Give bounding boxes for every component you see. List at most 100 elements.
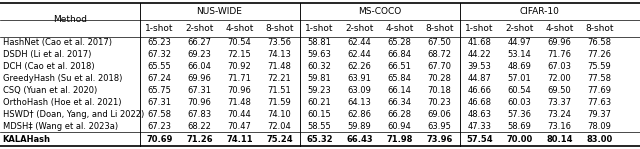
Text: 57.01: 57.01 [508,74,531,83]
Text: 62.26: 62.26 [348,62,371,71]
Text: 62.86: 62.86 [348,110,371,119]
Text: 60.94: 60.94 [388,122,412,131]
Text: 75.24: 75.24 [266,135,293,144]
Text: 80.14: 80.14 [547,135,573,144]
Text: 67.58: 67.58 [148,110,172,119]
Text: 60.03: 60.03 [508,98,531,107]
Text: 8-shot: 8-shot [585,24,614,33]
Text: 57.36: 57.36 [508,110,531,119]
Text: 67.70: 67.70 [428,62,452,71]
Text: 77.63: 77.63 [588,98,612,107]
Text: 77.26: 77.26 [588,50,612,59]
Text: 39.53: 39.53 [468,62,492,71]
Text: 70.54: 70.54 [228,38,252,47]
Text: 48.63: 48.63 [467,110,492,119]
Text: 62.44: 62.44 [348,50,371,59]
Text: 74.13: 74.13 [268,50,291,59]
Text: 48.69: 48.69 [508,62,531,71]
Text: 67.03: 67.03 [548,62,572,71]
Text: 78.09: 78.09 [588,122,611,131]
Text: MS-COCO: MS-COCO [358,7,401,16]
Text: 41.68: 41.68 [468,38,492,47]
Text: 64.13: 64.13 [348,98,371,107]
Text: 70.96: 70.96 [188,98,211,107]
Text: DSDH (Li et al. 2017): DSDH (Li et al. 2017) [3,50,91,59]
Text: 8-shot: 8-shot [425,24,454,33]
Text: 65.28: 65.28 [388,38,412,47]
Text: OrthoHash (Hoe et al. 2021): OrthoHash (Hoe et al. 2021) [3,98,121,107]
Text: 72.21: 72.21 [268,74,291,83]
Text: 60.32: 60.32 [308,62,332,71]
Text: 66.14: 66.14 [388,86,412,95]
Text: 69.06: 69.06 [428,110,451,119]
Text: 65.23: 65.23 [148,38,172,47]
Text: 70.44: 70.44 [228,110,252,119]
Text: 69.96: 69.96 [548,38,572,47]
Text: 46.66: 46.66 [467,86,492,95]
Text: HashNet (Cao et al. 2017): HashNet (Cao et al. 2017) [3,38,111,47]
Text: 73.37: 73.37 [547,98,572,107]
Text: 77.69: 77.69 [588,86,612,95]
Text: 67.50: 67.50 [428,38,451,47]
Text: 67.32: 67.32 [148,50,172,59]
Text: KALAHash: KALAHash [3,135,51,144]
Text: 63.09: 63.09 [348,86,371,95]
Text: 8-shot: 8-shot [265,24,294,33]
Text: 70.23: 70.23 [428,98,451,107]
Text: 58.55: 58.55 [308,122,332,131]
Text: 60.54: 60.54 [508,86,531,95]
Text: 65.84: 65.84 [388,74,412,83]
Text: 71.26: 71.26 [186,135,213,144]
Text: 2-shot: 2-shot [506,24,534,33]
Text: 83.00: 83.00 [586,135,612,144]
Text: CSQ (Yuan et al. 2020): CSQ (Yuan et al. 2020) [3,86,97,95]
Text: 70.69: 70.69 [147,135,173,144]
Text: 73.56: 73.56 [268,38,292,47]
Text: 76.58: 76.58 [588,38,612,47]
Text: 71.98: 71.98 [387,135,413,144]
Text: 67.31: 67.31 [188,86,211,95]
Text: 72.00: 72.00 [548,74,572,83]
Text: 70.28: 70.28 [428,74,451,83]
Text: 71.76: 71.76 [548,50,572,59]
Text: 59.63: 59.63 [308,50,332,59]
Text: 67.24: 67.24 [148,74,172,83]
Text: 2-shot: 2-shot [346,24,374,33]
Text: 66.34: 66.34 [388,98,412,107]
Text: 77.58: 77.58 [588,74,612,83]
Text: 4-shot: 4-shot [545,24,573,33]
Text: 68.72: 68.72 [428,50,452,59]
Text: 71.51: 71.51 [268,86,291,95]
Text: 73.96: 73.96 [426,135,452,144]
Text: 69.23: 69.23 [188,50,211,59]
Text: 70.18: 70.18 [428,86,451,95]
Text: 63.95: 63.95 [428,122,451,131]
Text: 66.43: 66.43 [346,135,373,144]
Text: 71.59: 71.59 [268,98,291,107]
Text: Method: Method [52,15,87,24]
Text: HSWD† (Doan, Yang, and Li 2022): HSWD† (Doan, Yang, and Li 2022) [3,110,144,119]
Text: 72.04: 72.04 [268,122,291,131]
Text: MDSH‡ (Wang et al. 2023a): MDSH‡ (Wang et al. 2023a) [3,122,118,131]
Text: 65.75: 65.75 [148,86,172,95]
Text: 69.50: 69.50 [548,86,572,95]
Text: 47.33: 47.33 [467,122,492,131]
Text: 67.23: 67.23 [148,122,172,131]
Text: 66.28: 66.28 [388,110,412,119]
Text: 4-shot: 4-shot [385,24,413,33]
Text: 66.27: 66.27 [188,38,211,47]
Text: 44.87: 44.87 [468,74,492,83]
Text: 70.47: 70.47 [228,122,252,131]
Text: 59.23: 59.23 [308,86,332,95]
Text: 46.68: 46.68 [467,98,492,107]
Text: 70.96: 70.96 [228,86,252,95]
Text: 1-shot: 1-shot [465,24,494,33]
Text: 66.04: 66.04 [188,62,211,71]
Text: 71.71: 71.71 [228,74,252,83]
Text: 70.92: 70.92 [228,62,252,71]
Text: 71.48: 71.48 [228,98,252,107]
Text: 73.16: 73.16 [548,122,572,131]
Text: 53.14: 53.14 [508,50,531,59]
Text: 72.15: 72.15 [228,50,252,59]
Text: 62.44: 62.44 [348,38,371,47]
